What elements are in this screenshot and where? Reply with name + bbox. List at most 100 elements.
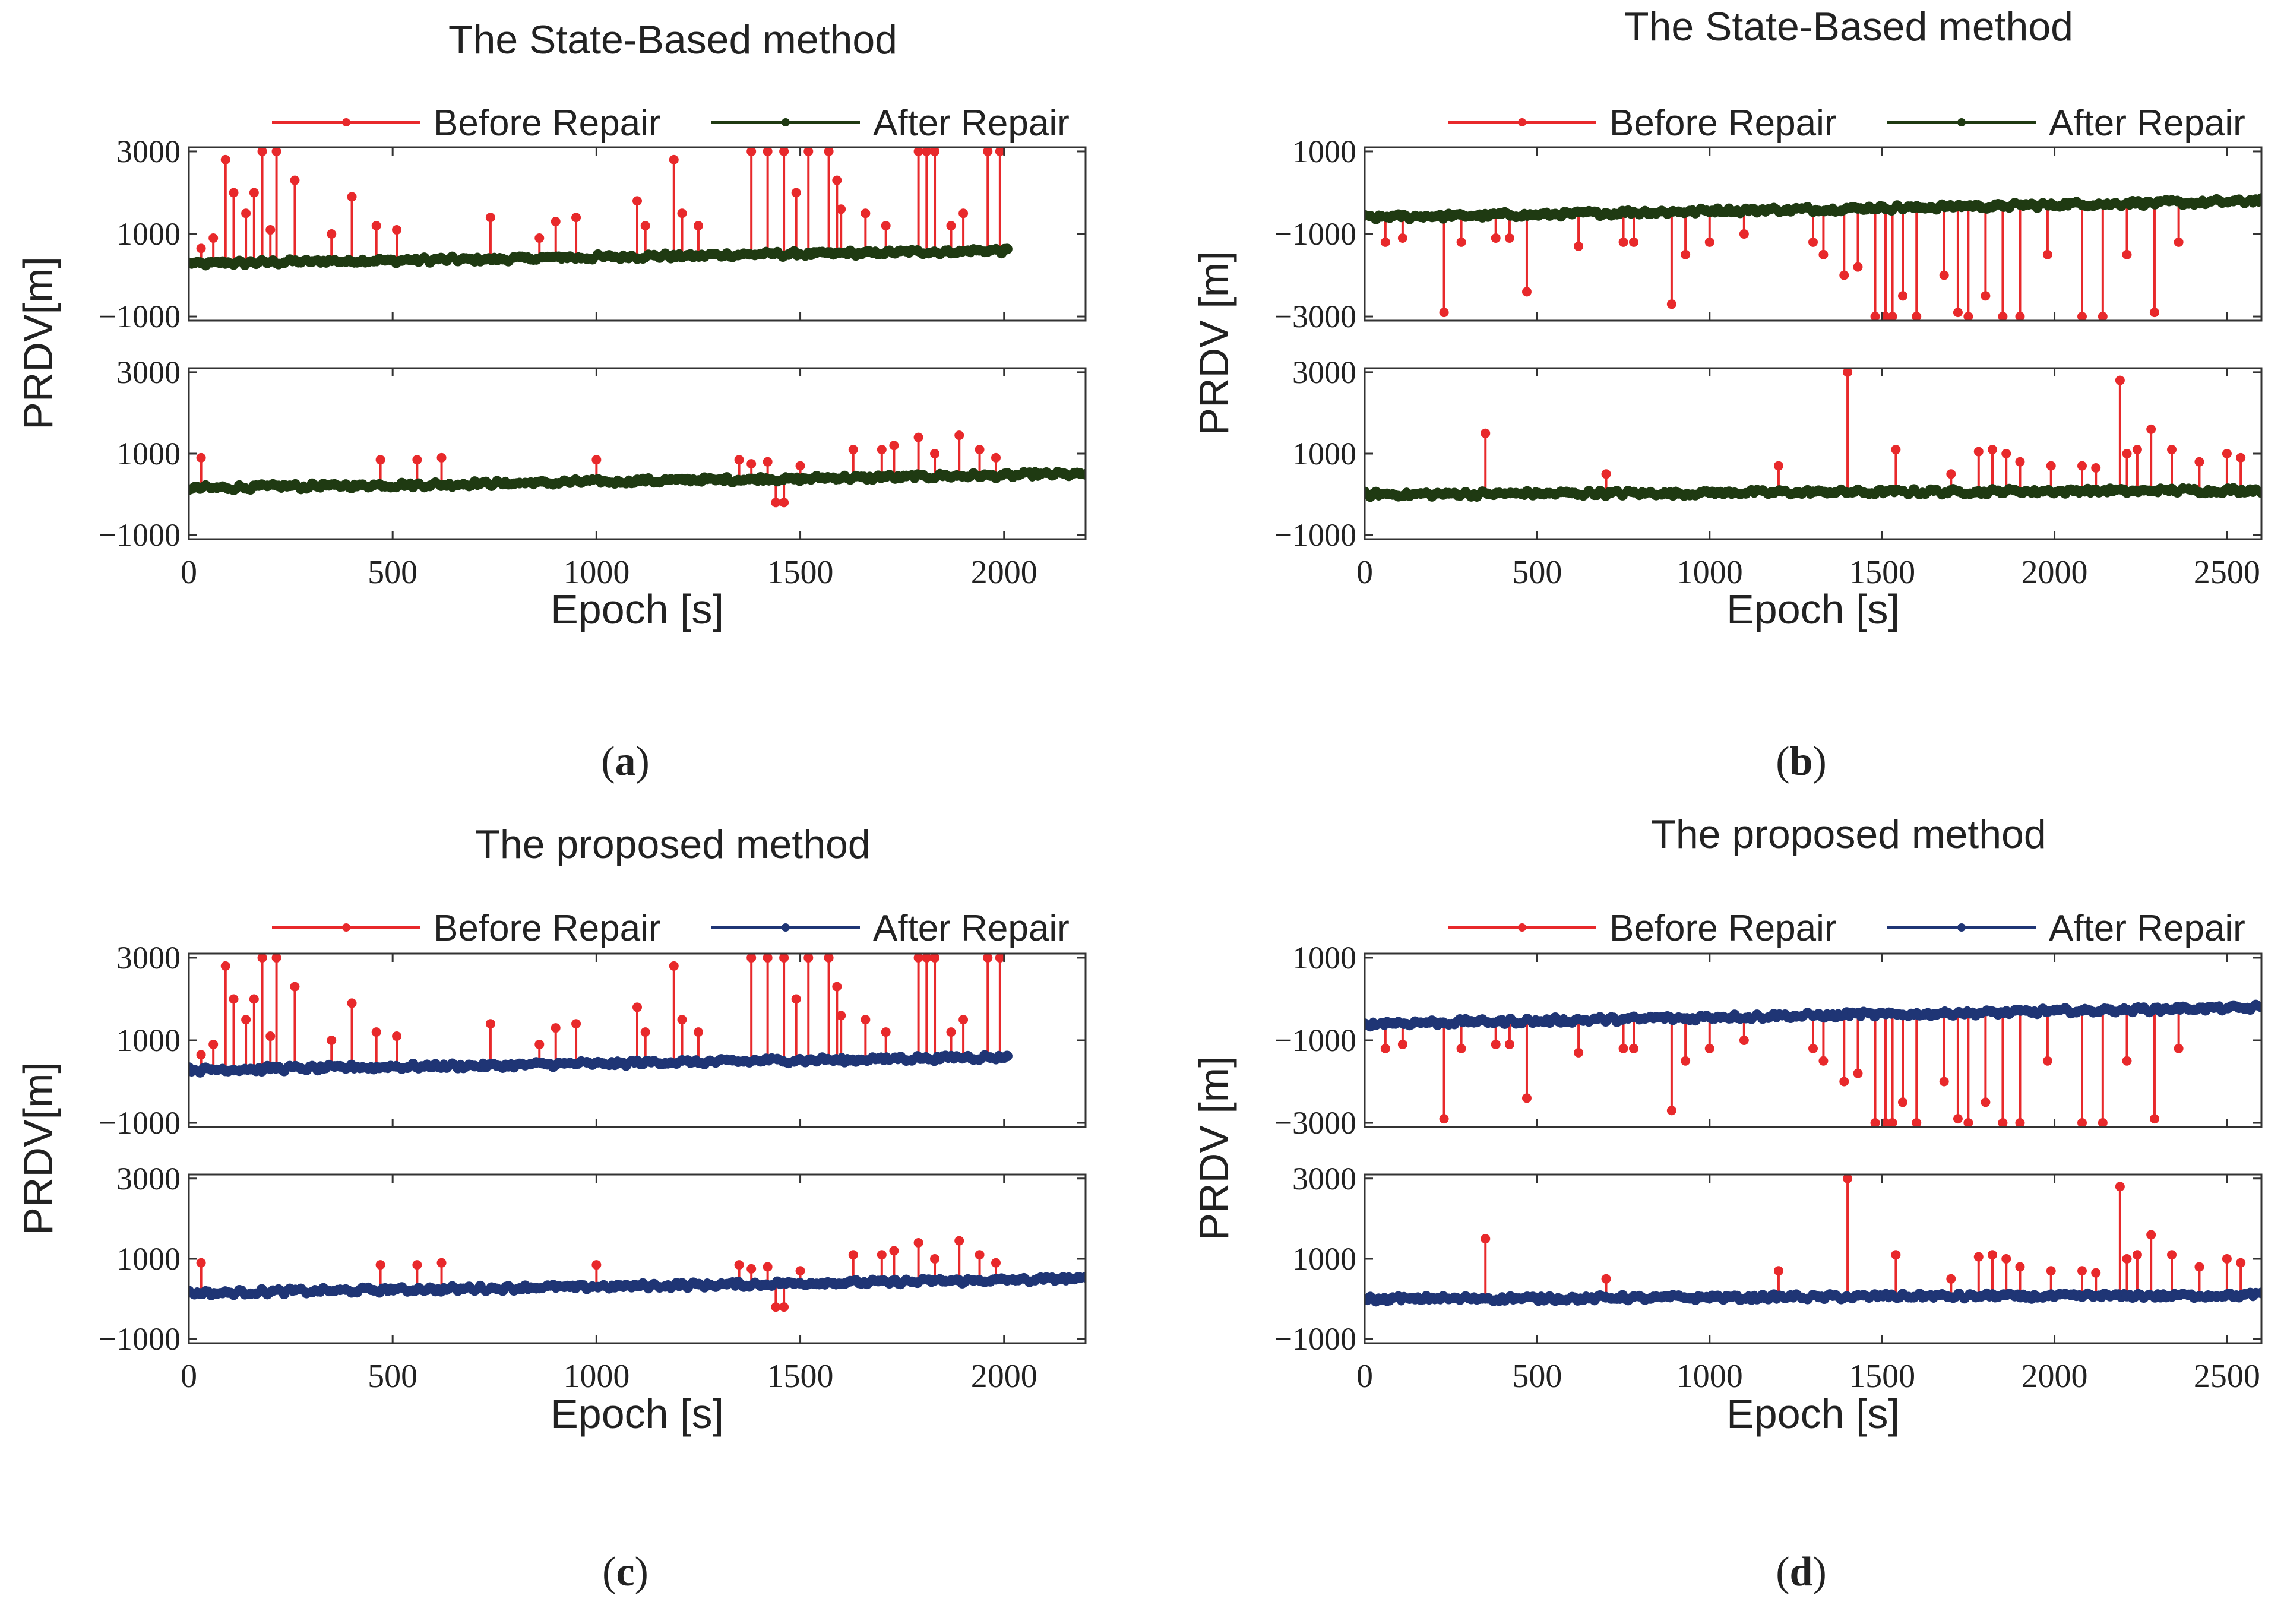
- before-point: [779, 498, 789, 508]
- chart-panel-c: The proposed method Before Repair After Re…: [15, 822, 1087, 1595]
- before-point: [1898, 291, 1907, 301]
- before-point: [1456, 237, 1466, 247]
- before-point: [1973, 1252, 1984, 1262]
- before-point: [1946, 1274, 1956, 1284]
- before-point: [1887, 1118, 1897, 1127]
- before-point: [2194, 1262, 2204, 1272]
- chart-title: The State-Based method: [1624, 4, 2073, 49]
- before-point: [1880, 312, 1890, 321]
- y-axis-label: PRDV[m]: [15, 1062, 61, 1235]
- x-tick-label: 0: [1356, 554, 1373, 591]
- before-point: [824, 954, 834, 963]
- caption-close-paren: ): [636, 739, 650, 784]
- before-point: [1808, 1043, 1818, 1053]
- before-point: [913, 1237, 923, 1248]
- before-point: [1988, 445, 1997, 455]
- before-point: [640, 1027, 650, 1037]
- y-tick-label: 1000: [116, 1022, 181, 1058]
- before-point: [640, 221, 650, 231]
- before-point: [922, 147, 932, 156]
- before-point: [1481, 1234, 1491, 1244]
- before-point: [848, 1250, 858, 1260]
- before-point: [196, 1258, 206, 1268]
- before-point: [327, 1036, 337, 1045]
- before-point: [779, 1302, 789, 1312]
- before-point: [779, 147, 789, 156]
- legend: Before Repair After Repair: [272, 103, 1070, 144]
- before-point: [2222, 1254, 2232, 1264]
- before-point: [946, 221, 956, 231]
- before-point: [2236, 452, 2246, 463]
- after-point: [2256, 1287, 2261, 1299]
- before-point: [2077, 312, 2087, 321]
- x-tick-label: 1000: [1676, 1358, 1743, 1395]
- y-tick-label: 3000: [116, 134, 181, 169]
- before-point: [241, 1015, 251, 1025]
- before-point: [412, 1260, 422, 1270]
- before-point: [2149, 308, 2159, 318]
- after-point: [1001, 243, 1013, 255]
- x-tick-label: 500: [1512, 1358, 1562, 1395]
- after-point: [1001, 1050, 1013, 1062]
- before-point: [763, 1262, 773, 1272]
- before-point: [824, 147, 834, 156]
- before-point: [2077, 1118, 2087, 1127]
- before-point: [2015, 1262, 2025, 1272]
- before-point: [1839, 270, 1849, 280]
- before-point: [958, 208, 969, 219]
- before-point: [1439, 308, 1449, 318]
- before-point: [196, 1050, 206, 1060]
- after-point: [2256, 193, 2261, 204]
- subplot-1: 3000 1000 −1000: [99, 940, 1087, 1141]
- before-point: [995, 954, 1005, 963]
- before-point: [1887, 312, 1897, 321]
- legend-label-after: After Repair: [873, 103, 1070, 144]
- caption-open-paren: (: [1776, 1549, 1789, 1595]
- before-point: [1891, 445, 1901, 455]
- before-point: [290, 982, 300, 992]
- before-point: [371, 221, 381, 231]
- x-tick-label: 1500: [767, 554, 834, 591]
- before-point: [930, 954, 940, 963]
- before-point: [2174, 1043, 2184, 1053]
- panel-caption: (c): [602, 1549, 648, 1595]
- before-point: [2001, 1254, 2011, 1264]
- before-point: [229, 994, 239, 1004]
- before-point: [534, 233, 545, 243]
- before-point: [991, 452, 1001, 463]
- y-tick-label: −1000: [1274, 216, 1356, 252]
- before-point: [2167, 445, 2177, 455]
- before-point: [1704, 237, 1714, 247]
- x-tick-label: 500: [1512, 554, 1562, 591]
- before-point: [229, 188, 239, 198]
- before-point: [913, 147, 923, 156]
- before-point: [257, 147, 267, 156]
- before-point: [746, 1264, 757, 1274]
- y-tick-label: 1000: [1292, 134, 1356, 169]
- before-point: [1880, 1118, 1890, 1127]
- y-tick-label: −1000: [99, 1105, 181, 1141]
- x-tick-label: 2000: [2022, 554, 2088, 591]
- before-point: [2146, 424, 2156, 434]
- chart-panel-b: The State-Based method Before Repair After…: [1191, 4, 2263, 784]
- before-point: [196, 243, 206, 254]
- before-point: [1439, 1114, 1449, 1124]
- before-point: [1574, 241, 1584, 251]
- y-tick-label: 3000: [1292, 1161, 1356, 1196]
- subplot-1: 1000 −1000 −3000: [1274, 940, 2263, 1141]
- before-point: [881, 221, 891, 231]
- before-point: [392, 225, 402, 235]
- legend-label-before: Before Repair: [1609, 908, 1837, 949]
- before-point: [327, 229, 337, 239]
- before-point: [1397, 233, 1407, 243]
- y-tick-label: 1000: [116, 436, 181, 471]
- subplot-1: 3000 1000 −1000: [99, 134, 1087, 334]
- before-point: [913, 432, 923, 442]
- before-point: [1380, 1043, 1390, 1053]
- chart-title: The State-Based method: [448, 17, 897, 62]
- legend: Before Repair After Repair: [1448, 103, 2245, 144]
- before-point: [1666, 1106, 1676, 1116]
- before-point: [1773, 461, 1783, 471]
- y-tick-label: −1000: [99, 299, 181, 334]
- before-point: [271, 147, 281, 156]
